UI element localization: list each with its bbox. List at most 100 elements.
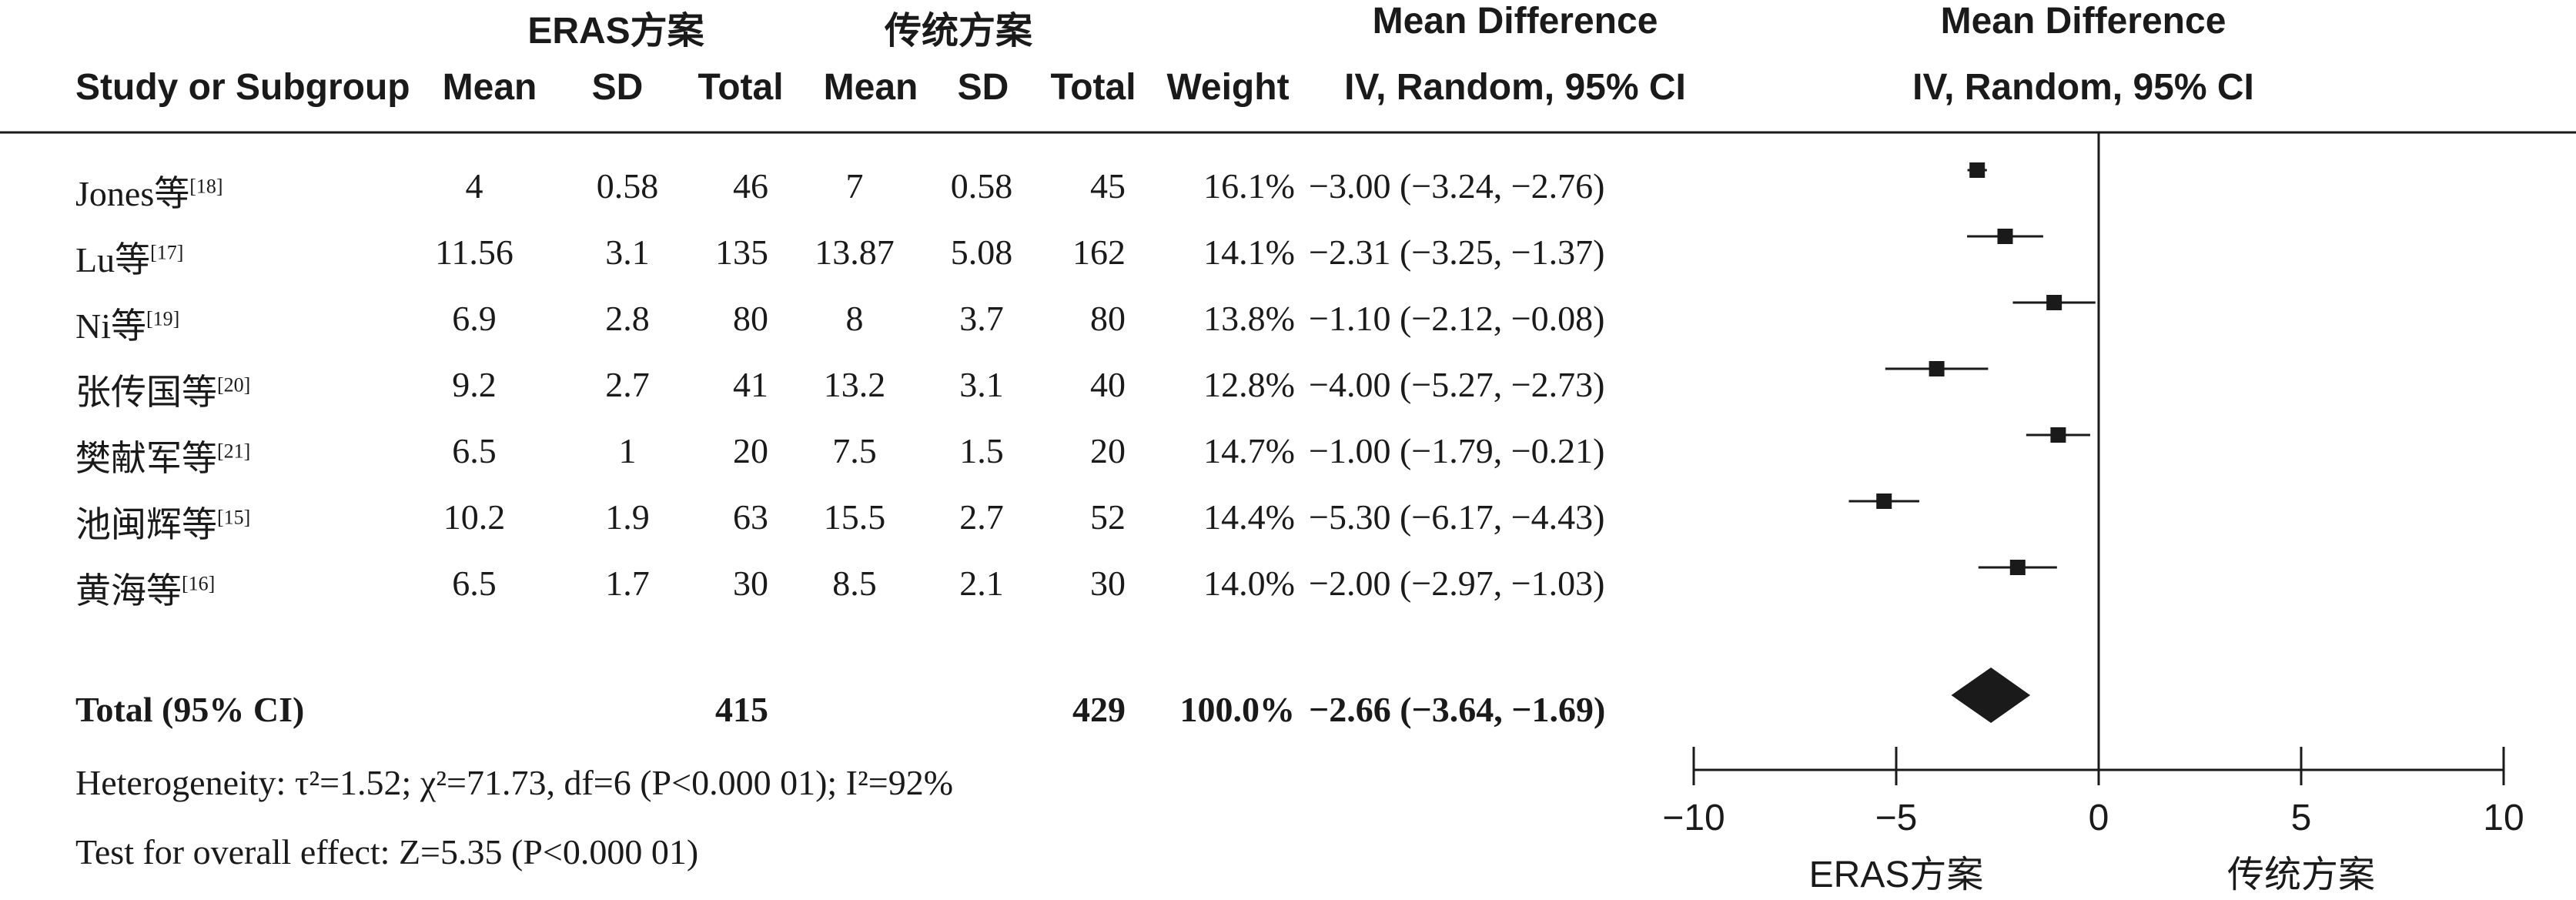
study-name: Jones等[18]	[75, 166, 223, 216]
study-total2: 45	[1090, 166, 1126, 206]
study-reference: [19]	[146, 307, 180, 330]
study-sd1: 2.7	[605, 365, 650, 404]
study-name-text: 张传国等	[75, 373, 217, 412]
study-name: Lu等[17]	[75, 232, 183, 283]
study-total1: 63	[733, 497, 768, 537]
study-point	[2009, 560, 2026, 575]
study-sd1: 1	[618, 431, 637, 470]
study-reference: [21]	[217, 440, 251, 463]
study-ci: −1.10 (−2.12, −0.08)	[1309, 299, 1605, 338]
study-mean1: 6.5	[452, 564, 497, 603]
study-point	[2046, 295, 2062, 310]
study-weight: 14.1%	[1203, 233, 1295, 272]
study-weight: 13.8%	[1203, 299, 1295, 338]
col-study: Study or Subgroup	[75, 67, 410, 108]
study-name-text: 池闽辉等	[75, 505, 217, 544]
study-total1: 80	[733, 299, 768, 338]
study-name-text: 黄海等	[75, 571, 182, 611]
study-mean1: 10.2	[443, 497, 506, 537]
study-ci: −1.00 (−1.79, −0.21)	[1309, 431, 1605, 470]
study-sd1: 0.58	[596, 166, 659, 206]
study-mean1: 6.9	[452, 299, 497, 338]
study-point	[1969, 162, 1986, 178]
study-mean1: 6.5	[452, 431, 497, 470]
study-mean1: 9.2	[452, 365, 497, 404]
study-sd2: 5.08	[950, 233, 1013, 272]
study-ci: −2.31 (−3.25, −1.37)	[1309, 233, 1605, 272]
study-mean2: 13.87	[815, 233, 895, 272]
study-weight: 14.4%	[1203, 497, 1295, 537]
study-sd1: 3.1	[605, 233, 650, 272]
x-tick-label: −5	[1875, 798, 1918, 838]
study-total1: 20	[733, 431, 768, 470]
study-total1: 30	[733, 564, 768, 603]
col-weight: Weight	[1166, 67, 1290, 108]
study-ci: −5.30 (−6.17, −4.43)	[1309, 497, 1605, 537]
study-reference: [20]	[217, 373, 251, 396]
study-weight: 14.0%	[1203, 564, 1295, 603]
favours-left-label: ERAS方案	[1809, 855, 1984, 895]
favours-right-label: 传统方案	[2227, 855, 2375, 895]
total-weight: 100.0%	[1179, 690, 1296, 729]
study-weight: 14.7%	[1203, 431, 1295, 470]
effect-method: IV, Random, 95% CI	[1344, 67, 1686, 108]
study-point	[1997, 229, 2013, 244]
study-total2: 20	[1090, 431, 1126, 470]
study-total2: 80	[1090, 299, 1126, 338]
study-sd1: 1.9	[605, 497, 650, 537]
study-mean1: 11.56	[435, 233, 514, 272]
study-total2: 40	[1090, 365, 1126, 404]
study-mean2: 8.5	[832, 564, 877, 603]
x-tick-label: 5	[2291, 798, 2312, 838]
group1-header: ERAS方案	[527, 11, 704, 52]
x-tick-label: 10	[2483, 798, 2524, 838]
study-total1: 135	[715, 233, 768, 272]
study-reference: [17]	[150, 241, 184, 264]
study-weight: 16.1%	[1203, 166, 1295, 206]
study-sd2: 3.1	[959, 365, 1004, 404]
col-sd2: SD	[957, 67, 1009, 108]
study-mean2: 8	[845, 299, 864, 338]
study-sd2: 3.7	[959, 299, 1004, 338]
study-name-text: Jones等	[75, 174, 190, 213]
plot-title: Mean Difference	[1940, 1, 2226, 42]
study-mean1: 4	[465, 166, 483, 206]
plot-method: IV, Random, 95% CI	[1912, 67, 2254, 108]
study-name-text: Ni等	[75, 306, 146, 346]
study-ci: −4.00 (−5.27, −2.73)	[1309, 365, 1605, 404]
study-name: 樊献军等[21]	[75, 430, 250, 481]
study-name-text: 樊献军等	[75, 439, 217, 478]
study-sd2: 0.58	[950, 166, 1013, 206]
study-name-text: Lu等	[75, 240, 151, 279]
x-tick-label: −10	[1662, 798, 1725, 838]
study-mean2: 7	[845, 166, 864, 206]
study-reference: [18]	[189, 175, 223, 198]
study-point	[2050, 427, 2066, 443]
total-n2: 429	[1072, 690, 1126, 729]
group2-header: 传统方案	[884, 11, 1033, 52]
study-sd1: 2.8	[605, 299, 650, 338]
study-reference: [15]	[217, 506, 251, 529]
study-name: 池闽辉等[15]	[75, 497, 250, 547]
col-total1: Total	[698, 67, 784, 108]
study-reference: [16]	[182, 572, 216, 595]
x-tick-label: 0	[2089, 798, 2109, 838]
total-n1: 415	[715, 690, 768, 729]
study-weight: 12.8%	[1203, 365, 1295, 404]
study-total1: 41	[733, 365, 768, 404]
study-mean2: 7.5	[832, 431, 877, 470]
col-mean1: Mean	[442, 67, 537, 108]
study-point	[1929, 361, 1945, 376]
study-ci: −3.00 (−3.24, −2.76)	[1309, 166, 1605, 206]
study-sd2: 1.5	[959, 431, 1004, 470]
study-name: 黄海等[16]	[75, 563, 215, 614]
study-sd2: 2.7	[959, 497, 1004, 537]
total-ci: −2.66 (−3.64, −1.69)	[1309, 690, 1606, 729]
heterogeneity-text: Heterogeneity: τ²=1.52; χ²=71.73, df=6 (…	[75, 763, 954, 802]
pooled-diamond	[1951, 667, 2031, 723]
study-total2: 30	[1090, 564, 1126, 603]
total-label: Total (95% CI)	[75, 690, 305, 729]
study-total1: 46	[733, 166, 768, 206]
study-sd2: 2.1	[959, 564, 1004, 603]
